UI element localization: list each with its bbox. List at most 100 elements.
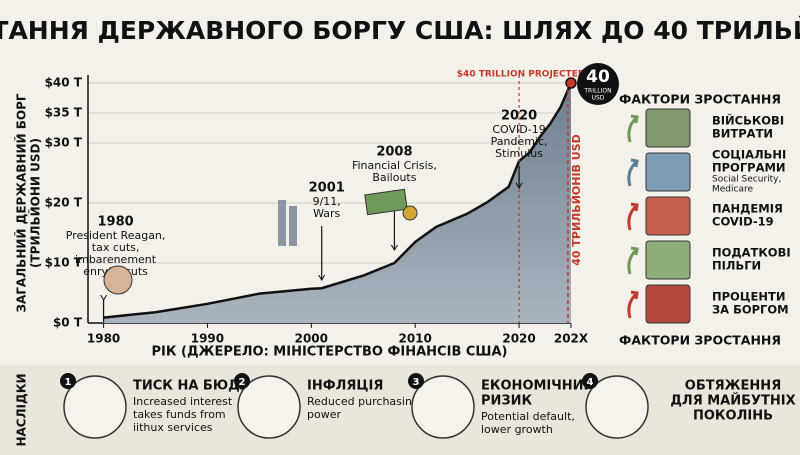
- factors-title: ФАКТОРИ ЗРОСТАННЯ: [619, 92, 781, 107]
- factor-icon: [645, 152, 691, 192]
- factor-title: ВИТРАТИ: [712, 127, 773, 141]
- annotation-arrowhead: [390, 244, 398, 251]
- x-tick-label: 1990: [191, 332, 224, 346]
- factor-title: ПІЛЬГИ: [712, 259, 761, 273]
- y-tick-label: $0 T: [53, 316, 83, 330]
- annotation-text: 9/11,: [313, 195, 341, 208]
- consequence-number-bg: [234, 373, 250, 389]
- money-icon: [364, 188, 408, 216]
- x-tick-label: 2000: [295, 332, 328, 346]
- y-tick-label: $40 T: [45, 76, 83, 90]
- consequence-icon: [63, 375, 127, 439]
- annotation-text: imbarenement: [75, 253, 157, 266]
- consequence-title: ПОКОЛІНЬ: [693, 409, 773, 424]
- towers-icon: [289, 206, 297, 246]
- annotation-arrowhead: [515, 182, 523, 189]
- factor-title: ПРОЦЕНТИ: [712, 290, 785, 304]
- annotation-text: Pandemic,: [491, 135, 548, 148]
- projection-end-group: 40 ТРИЛЬЙОНІВ USD: [570, 134, 583, 265]
- factor-arrow: [627, 246, 639, 275]
- consequence-text: Reduced purchasing: [307, 395, 419, 408]
- factor-arrow: [627, 114, 639, 143]
- x-axis-label: РІК (ДЖЕРЕЛО: МІНІСТЕРСТВО ФІНАНСІВ США): [152, 345, 508, 360]
- consequence-number: 1: [65, 377, 72, 388]
- factor-arrow: [627, 158, 639, 187]
- consequence-number: 3: [413, 377, 420, 388]
- x-tick-label: 2020: [502, 332, 535, 346]
- x-tick-label: 202X: [554, 332, 589, 346]
- factor-title: ПАНДЕМІЯ: [712, 202, 783, 216]
- factors-footer: ФАКТОРИ ЗРОСТАННЯ: [619, 333, 781, 348]
- factor-title: ЗА БОРГОМ: [712, 303, 789, 317]
- annotation-text: Bailouts: [372, 171, 416, 184]
- factor-note: Social Security,: [712, 175, 781, 185]
- annotation-text: tax cuts,: [92, 241, 140, 254]
- projection-end-label: 40 ТРИЛЬЙОНІВ USD: [570, 134, 583, 265]
- consequence-text: Potential default,: [481, 410, 575, 423]
- annotation-year: 2001: [309, 181, 345, 196]
- consequences-panel: [0, 365, 800, 455]
- y-axis-label-line: (ТРИЛЬЙОНИ USD): [28, 138, 43, 268]
- y-axis-label-line: ЗАГАЛЬНИЙ ДЕРЖАВНИЙ БОРГ: [14, 93, 29, 312]
- y-tick-label: $35 T: [45, 106, 83, 120]
- factor-title: ПОДАТКОВІ: [712, 246, 791, 260]
- factor-icon: [645, 108, 691, 148]
- consequence-icon: [411, 375, 475, 439]
- x-tick-label: 1980: [87, 332, 120, 346]
- badge-label: TRILLION: [583, 88, 611, 95]
- consequence-title: РИЗИК: [481, 394, 533, 409]
- coins-icon: [402, 205, 418, 221]
- annotation-year: 1980: [97, 215, 133, 230]
- factor-title: ВІЙСЬКОВІ: [712, 113, 784, 128]
- area-fill: [103, 83, 572, 323]
- factor-title: COVID-19: [712, 215, 774, 229]
- factor-icon: [645, 240, 691, 280]
- consequences-title: НАСЛІДКИ: [15, 373, 29, 446]
- y-tick-label: $30 T: [45, 136, 83, 150]
- y-tick-label: $20 T: [45, 196, 83, 210]
- badge: [577, 63, 619, 105]
- annotation-text: Stimulus: [495, 147, 543, 160]
- annotation-text: Wars: [313, 207, 340, 220]
- consequence-number: 4: [587, 377, 594, 388]
- x-tick-label: 2010: [398, 332, 431, 346]
- y-axis-label: ЗАГАЛЬНИЙ ДЕРЖАВНИЙ БОРГ (ТРИЛЬЙОНИ USD): [14, 93, 43, 312]
- consequence-icon: [237, 375, 301, 439]
- reagan-icon: [103, 265, 133, 295]
- annotation-text: Financial Crisis,: [352, 159, 437, 172]
- towers-icon: [278, 200, 286, 246]
- chart-title: ЗРОСТАННЯ ДЕРЖАВНОГО БОРГУ США: ШЛЯХ ДО …: [0, 16, 800, 45]
- consequence-number: 2: [239, 377, 246, 388]
- debt-line: [103, 82, 573, 319]
- annotation-arrowhead: [318, 274, 326, 281]
- annotation-text: COVID-19: [492, 123, 545, 136]
- consequence-text: power: [307, 408, 341, 421]
- factor-arrow: [627, 202, 639, 231]
- consequence-title: ЕКОНОМІЧНИЙ: [481, 378, 594, 394]
- consequence-text: iithux services: [133, 421, 213, 434]
- consequence-text: lower growth: [481, 423, 553, 436]
- factor-icon: [645, 284, 691, 324]
- consequence-number-bg: [60, 373, 76, 389]
- consequence-text: Increased interest: [133, 395, 233, 408]
- badge-value: 40: [586, 67, 610, 87]
- consequence-number-bg: [582, 373, 598, 389]
- y-tick-label: $10 T: [45, 256, 83, 270]
- consequence-text: takes funds from: [133, 408, 226, 421]
- annotation-text: President Reagan,: [66, 229, 166, 242]
- consequence-title: ІНФЛЯЦІЯ: [307, 379, 383, 394]
- annotation-arrowhead: [100, 294, 108, 301]
- factor-arrow: [627, 290, 639, 319]
- consequence-title: ДЛЯ МАЙБУТНІХ: [670, 393, 795, 409]
- factor-title: ПРОГРАМИ: [712, 161, 786, 175]
- projection-label: $40 TRILLION PROJECTED: [457, 70, 586, 80]
- factor-note: Medicare: [712, 185, 753, 195]
- factor-title: СОЦІАЛЬНІ: [712, 148, 786, 162]
- factor-icon: [645, 196, 691, 236]
- annotation-year: 2008: [376, 145, 412, 160]
- consequence-title: ОБТЯЖЕННЯ: [685, 379, 781, 394]
- consequence-icon: [585, 375, 649, 439]
- consequences-title-group: НАСЛІДКИ: [15, 373, 29, 446]
- consequence-number-bg: [408, 373, 424, 389]
